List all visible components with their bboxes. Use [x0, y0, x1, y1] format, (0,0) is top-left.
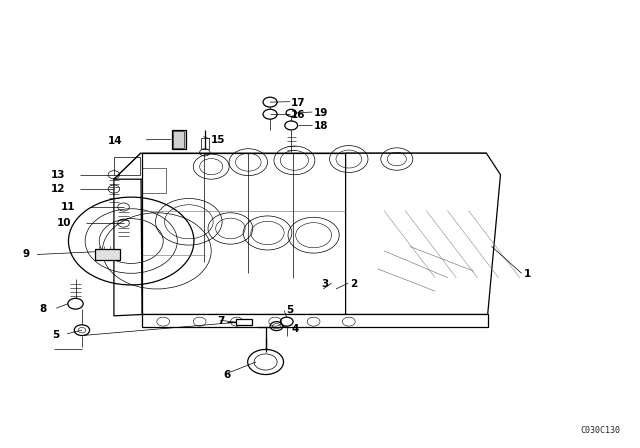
Text: 15: 15	[211, 135, 226, 145]
Bar	[236, 319, 252, 325]
Text: 9: 9	[22, 250, 29, 259]
Text: 5: 5	[52, 330, 60, 340]
Text: 7: 7	[218, 316, 225, 326]
Bar	[114, 157, 140, 175]
Polygon shape	[142, 314, 488, 327]
Text: 1: 1	[524, 269, 531, 279]
Text: 10: 10	[57, 218, 72, 228]
Bar	[95, 249, 120, 260]
Polygon shape	[346, 153, 500, 314]
Text: 19: 19	[314, 108, 328, 118]
Text: 2: 2	[350, 279, 357, 289]
Bar	[173, 131, 184, 148]
Text: 17: 17	[291, 98, 306, 108]
Text: 5: 5	[286, 306, 293, 315]
Text: 13: 13	[51, 170, 65, 180]
Text: 6: 6	[223, 370, 230, 380]
Text: 3: 3	[321, 279, 328, 289]
Text: 12: 12	[51, 184, 65, 194]
Text: 16: 16	[291, 110, 306, 120]
Text: C030C130: C030C130	[581, 426, 621, 435]
Text: 18: 18	[314, 121, 328, 131]
Text: 11: 11	[60, 202, 75, 212]
Bar	[142, 168, 166, 193]
Text: 8: 8	[40, 304, 47, 314]
Polygon shape	[114, 153, 142, 316]
Polygon shape	[142, 153, 346, 314]
Text: 14: 14	[108, 136, 123, 146]
Bar	[172, 130, 186, 149]
Polygon shape	[114, 153, 486, 181]
Bar	[201, 138, 209, 149]
Text: 4: 4	[291, 324, 299, 334]
